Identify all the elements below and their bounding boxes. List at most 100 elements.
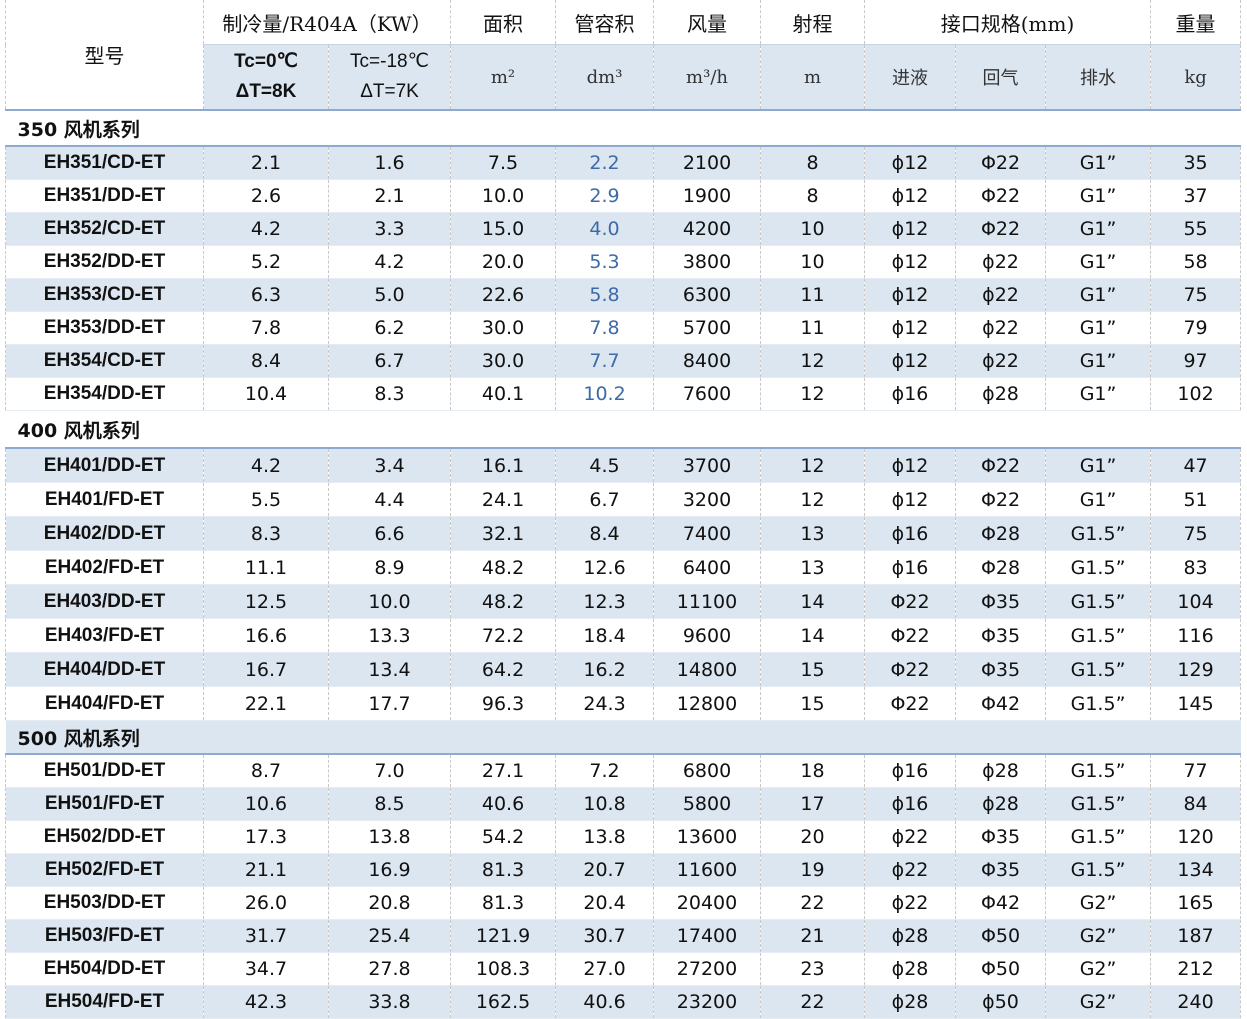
data-row: EH501/DD-ET 8.7 7.0 27.1 7.2 6800 18 ϕ16 ϕ28 G1.5…	[5, 754, 1242, 788]
header-row: 型号 制冷量/R404A（KW） 面积 管容积 风量 射程 接口规格(mm) 重…	[5, 0, 1242, 111]
subheader-cell: 排水	[1045, 44, 1152, 111]
value-cell: 96.3	[450, 686, 557, 721]
subheader-line: ΔT=8K	[235, 81, 297, 102]
subheader-row: Tc=0℃ ΔT=8K Tc=-18℃ ΔT=7K m² dm³ m³/h m 进液 回气 排水 kg	[6, 44, 1242, 111]
value-cell: 16.7	[203, 652, 329, 687]
value-cell: 47	[1150, 448, 1242, 483]
value-cell: 6400	[653, 550, 762, 585]
value-cell: ϕ28	[864, 919, 957, 953]
value-cell: 4.2	[203, 448, 329, 483]
data-row: EH504/FD-ET 42.3 33.8 162.5 40.6 23200 22 ϕ28 ϕ5…	[5, 985, 1242, 1019]
model-cell: EH404/DD-ET	[5, 652, 204, 687]
value-cell: 8.7	[203, 754, 329, 788]
value-cell: 77	[1150, 754, 1242, 788]
value-cell: 27.8	[327, 952, 452, 986]
value-cell: 11600	[653, 853, 762, 887]
value-cell: 17	[760, 787, 866, 821]
value-cell: 1.6	[327, 146, 452, 180]
value-cell: 10.2	[555, 377, 655, 411]
model-cell: EH353/CD-ET	[5, 278, 204, 312]
group-title: 350 风机系列	[5, 110, 1241, 147]
value-cell: Φ35	[955, 618, 1047, 653]
value-cell: Φ42	[955, 886, 1047, 920]
model-cell: EH502/FD-ET	[5, 853, 204, 887]
value-cell: 16.1	[450, 448, 557, 483]
value-cell: 11.1	[203, 550, 329, 585]
subheader-line: Tc=-18℃	[350, 51, 429, 72]
value-cell: 51	[1150, 482, 1242, 517]
value-cell: 7.8	[203, 311, 329, 345]
value-cell: 8.4	[203, 344, 329, 378]
value-cell: 13.3	[327, 618, 452, 653]
value-cell: 21.1	[203, 853, 329, 887]
spec-table: 型号 制冷量/R404A（KW） 面积 管容积 风量 射程 接口规格(mm) 重…	[5, 0, 1242, 1019]
group-title: 500 风机系列	[5, 720, 1241, 755]
value-cell: 31.7	[203, 919, 329, 953]
value-cell: ϕ12	[864, 482, 957, 517]
value-cell: G1.5”	[1045, 754, 1152, 788]
subheader-line: ΔT=7K	[360, 81, 419, 102]
data-row: EH354/CD-ET 8.4 6.7 30.0 7.7 8400 12 ϕ12 ϕ22 G1” 9…	[5, 344, 1242, 378]
value-cell: 75	[1150, 278, 1242, 312]
value-cell: Φ22	[955, 482, 1047, 517]
model-cell: EH503/FD-ET	[5, 919, 204, 953]
value-cell: ϕ12	[864, 448, 957, 483]
value-cell: 2.9	[555, 179, 655, 213]
value-cell: 3800	[653, 245, 762, 279]
value-cell: 54.2	[450, 820, 557, 854]
value-cell: ϕ12	[864, 179, 957, 213]
value-cell: 83	[1150, 550, 1242, 585]
value-cell: 27.0	[555, 952, 655, 986]
value-cell: 104	[1150, 584, 1242, 619]
value-cell: G1”	[1045, 344, 1152, 378]
value-cell: 120	[1150, 820, 1242, 854]
value-cell: 108.3	[450, 952, 557, 986]
data-row: EH351/DD-ET 2.6 2.1 10.0 2.9 1900 8 ϕ12 Φ22 G1” 37	[5, 179, 1242, 213]
value-cell: 20.8	[327, 886, 452, 920]
value-cell: G1.5”	[1045, 686, 1152, 721]
value-cell: Φ50	[955, 952, 1047, 986]
model-cell: EH501/FD-ET	[5, 787, 204, 821]
model-cell: EH401/DD-ET	[5, 448, 204, 483]
value-cell: 12	[760, 344, 866, 378]
value-cell: 240	[1150, 985, 1242, 1019]
value-cell: 10.6	[203, 787, 329, 821]
value-cell: G1”	[1045, 448, 1152, 483]
group-row: 400 风机系列	[5, 410, 1241, 449]
value-cell: G1”	[1045, 482, 1152, 517]
value-cell: 3.3	[327, 212, 452, 246]
value-cell: 22.1	[203, 686, 329, 721]
model-cell: EH354/DD-ET	[5, 377, 204, 411]
value-cell: 5.3	[555, 245, 655, 279]
value-cell: 145	[1150, 686, 1242, 721]
value-cell: 8400	[653, 344, 762, 378]
model-cell: EH352/CD-ET	[5, 212, 204, 246]
value-cell: 35	[1150, 146, 1242, 180]
value-cell: Φ28	[955, 516, 1047, 551]
group-title: 400 风机系列	[5, 410, 1241, 449]
value-cell: 27200	[653, 952, 762, 986]
value-cell: ϕ28	[864, 985, 957, 1019]
header-cell: 制冷量/R404A（KW）	[202, 0, 452, 45]
value-cell: 21	[760, 919, 866, 953]
value-cell: 22	[760, 886, 866, 920]
subheader-cell: m	[760, 44, 866, 111]
data-row: EH502/DD-ET 17.3 13.8 54.2 13.8 13600 20 ϕ22 Φ35…	[5, 820, 1242, 854]
value-cell: 6.2	[327, 311, 452, 345]
value-cell: ϕ12	[864, 212, 957, 246]
value-cell: 64.2	[450, 652, 557, 687]
value-cell: 12	[760, 448, 866, 483]
value-cell: 9600	[653, 618, 762, 653]
value-cell: 4200	[653, 212, 762, 246]
model-cell: EH504/FD-ET	[5, 985, 204, 1019]
value-cell: ϕ16	[864, 787, 957, 821]
value-cell: Φ35	[955, 853, 1047, 887]
value-cell: Φ22	[864, 652, 957, 687]
header-cell: 型号	[5, 0, 204, 111]
value-cell: 16.9	[327, 853, 452, 887]
value-cell: 5.8	[555, 278, 655, 312]
value-cell: 20400	[653, 886, 762, 920]
model-cell: EH401/FD-ET	[5, 482, 204, 517]
value-cell: ϕ22	[864, 886, 957, 920]
data-row: EH403/DD-ET 12.5 10.0 48.2 12.3 11100 14 Φ22 Φ35…	[5, 584, 1242, 619]
